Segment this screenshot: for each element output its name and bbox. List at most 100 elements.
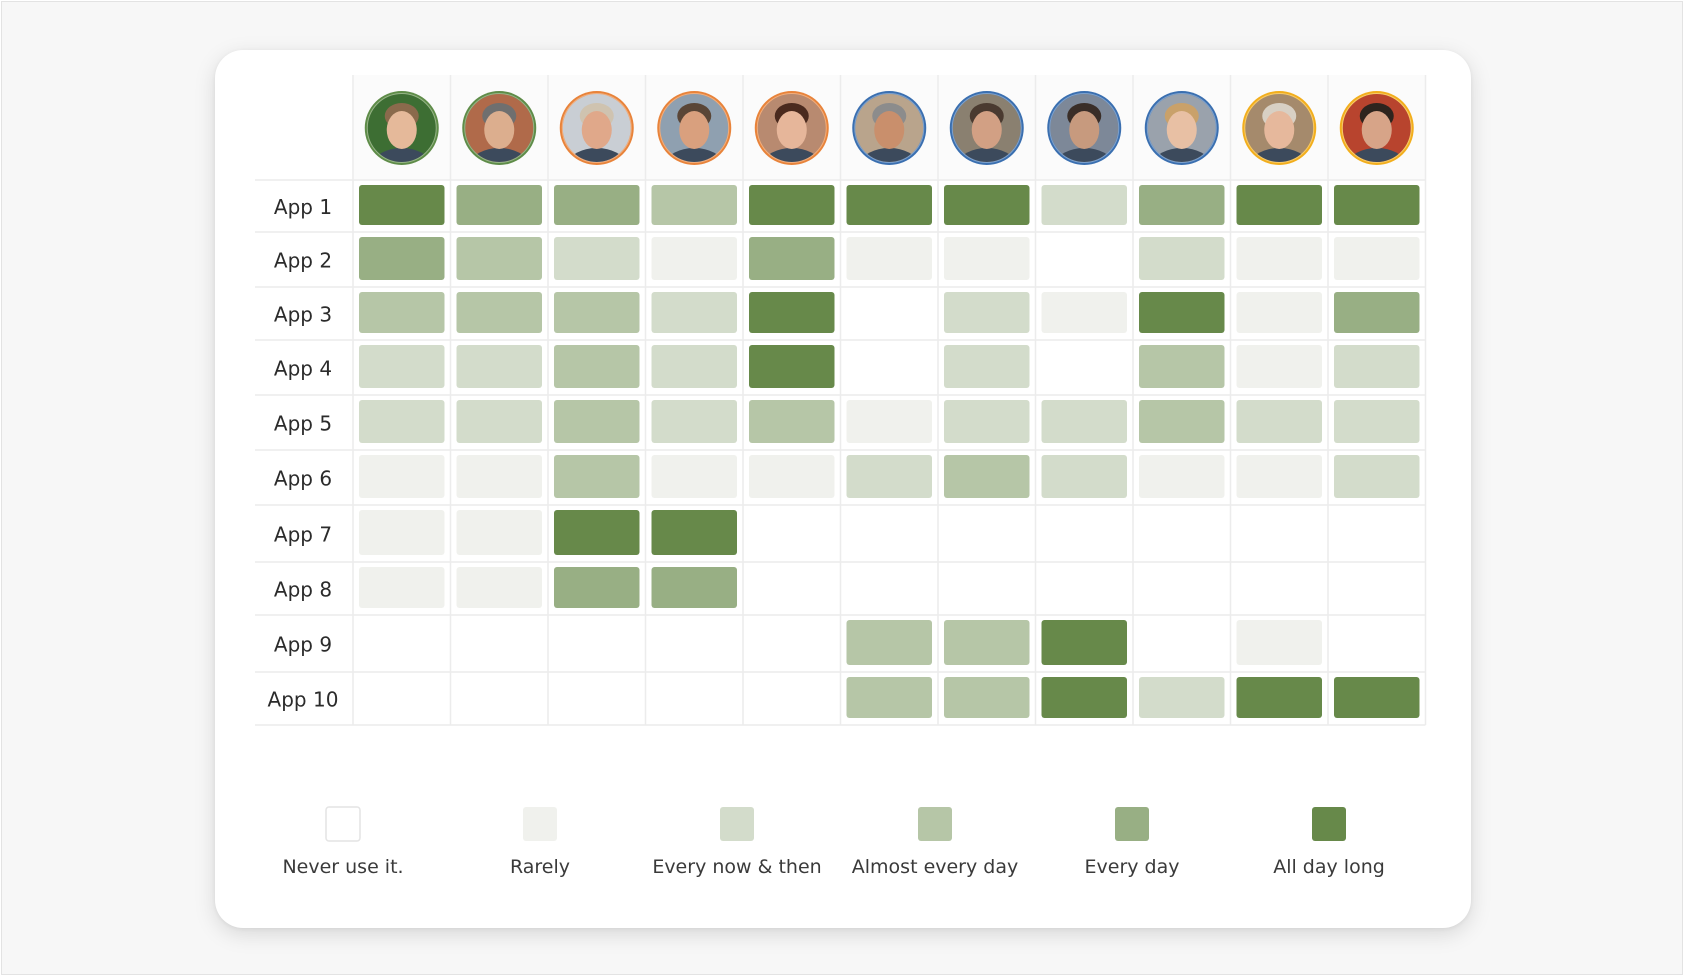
legend-swatch	[1115, 807, 1149, 841]
legend-swatch	[720, 807, 754, 841]
avatar	[754, 91, 829, 165]
heatmap-cell	[749, 455, 835, 498]
avatar	[559, 91, 634, 165]
heatmap-cell	[1041, 620, 1127, 665]
heatmap-cell	[554, 455, 640, 498]
heatmap-cell	[651, 345, 737, 388]
heatmap-cell	[456, 400, 542, 443]
heatmap-cell	[651, 292, 737, 333]
heatmap-cell	[456, 237, 542, 280]
heatmap-cell	[944, 620, 1030, 665]
heatmap-cell	[359, 455, 445, 498]
heatmap-cell	[651, 455, 737, 498]
heatmap-cell	[1041, 677, 1127, 718]
heatmap-cell	[554, 237, 640, 280]
heatmap-cell	[554, 345, 640, 388]
heatmap-cell	[1334, 455, 1420, 498]
heatmap-cell	[651, 400, 737, 443]
avatar-shoulders	[666, 148, 723, 162]
avatar-shoulders	[568, 148, 625, 162]
heatmap-cell	[944, 455, 1030, 498]
heatmap-card: App 1 App 2 App 3 App 4 App 5 App 6 App 7 App 8…	[215, 50, 1471, 928]
avatar-face	[776, 111, 807, 149]
avatar-face	[874, 111, 905, 149]
legend-label: Every day	[1085, 856, 1180, 878]
heatmap-cell	[359, 292, 445, 333]
row-label: App 3	[274, 303, 332, 327]
heatmap-cell	[554, 400, 640, 443]
heatmap-cell	[1236, 185, 1322, 225]
heatmap-cell	[846, 237, 932, 280]
heatmap-cell	[1334, 345, 1420, 388]
heatmap-cell	[846, 677, 932, 718]
heatmap-cell	[1236, 345, 1322, 388]
avatar-face	[581, 111, 612, 149]
heatmap-cell	[1334, 237, 1420, 280]
legend-swatch	[918, 807, 952, 841]
avatar	[1144, 91, 1219, 165]
row-label: App 8	[274, 578, 332, 602]
heatmap-cell	[846, 185, 932, 225]
heatmap-cell	[456, 292, 542, 333]
heatmap-cell	[944, 237, 1030, 280]
heatmap-cell	[944, 292, 1030, 333]
heatmap-cell	[651, 510, 737, 555]
row-label: App 5	[274, 412, 332, 436]
legend-label: Rarely	[510, 856, 570, 878]
heatmap-cell	[749, 292, 835, 333]
row-label: App 4	[274, 357, 332, 381]
avatar-face	[1069, 111, 1100, 149]
heatmap-cell	[456, 455, 542, 498]
heatmap-cell	[554, 567, 640, 608]
avatar	[1242, 91, 1317, 165]
heatmap-cell	[359, 345, 445, 388]
app-usage-heatmap: App 1 App 2 App 3 App 4 App 5 App 6 App 7 App 8…	[255, 75, 1427, 878]
row-label: App 1	[274, 195, 332, 219]
avatar-face	[1361, 111, 1392, 149]
heatmap-cell	[944, 400, 1030, 443]
avatar-shoulders	[373, 148, 430, 162]
heatmap-cell	[1334, 292, 1420, 333]
avatar-shoulders	[958, 148, 1015, 162]
row-label: App 6	[274, 467, 332, 491]
heatmap-cell	[651, 237, 737, 280]
heatmap-cell	[359, 510, 445, 555]
heatmap-cell	[1139, 237, 1225, 280]
heatmap-cell	[456, 185, 542, 225]
heatmap-cell	[1139, 292, 1225, 333]
heatmap-cell	[1334, 400, 1420, 443]
avatar-shoulders	[1348, 148, 1405, 162]
avatar-shoulders	[471, 148, 528, 162]
avatar-face	[386, 111, 417, 149]
avatar-face	[971, 111, 1002, 149]
heatmap-cell	[1139, 400, 1225, 443]
heatmap-cell	[554, 292, 640, 333]
heatmap-cell	[944, 185, 1030, 225]
avatar	[949, 91, 1024, 165]
heatmap-cell	[359, 237, 445, 280]
legend-label: Almost every day	[852, 856, 1018, 878]
heatmap-cell	[1041, 292, 1127, 333]
avatar	[1339, 91, 1414, 165]
heatmap-cell	[944, 345, 1030, 388]
heatmap-cell	[1139, 455, 1225, 498]
avatar-shoulders	[1251, 148, 1308, 162]
heatmap-cell	[1334, 677, 1420, 718]
heatmap-cell	[1139, 345, 1225, 388]
legend-label: All day long	[1273, 856, 1385, 878]
grid-lines	[255, 75, 1427, 726]
heatmap-cell	[749, 400, 835, 443]
heatmap-cell	[1139, 185, 1225, 225]
heatmap-cell	[1139, 677, 1225, 718]
avatar	[364, 91, 439, 165]
row-label: App 7	[274, 523, 332, 547]
heatmap-cell	[1236, 237, 1322, 280]
legend-swatch	[1312, 807, 1346, 841]
heatmap-cell	[1334, 185, 1420, 225]
legend-swatch	[325, 806, 361, 842]
heatmap-cell	[1236, 292, 1322, 333]
heatmap-cell	[846, 620, 932, 665]
heatmap-cell	[554, 510, 640, 555]
heatmap-cells	[359, 185, 1420, 718]
heatmap-cell	[1236, 677, 1322, 718]
